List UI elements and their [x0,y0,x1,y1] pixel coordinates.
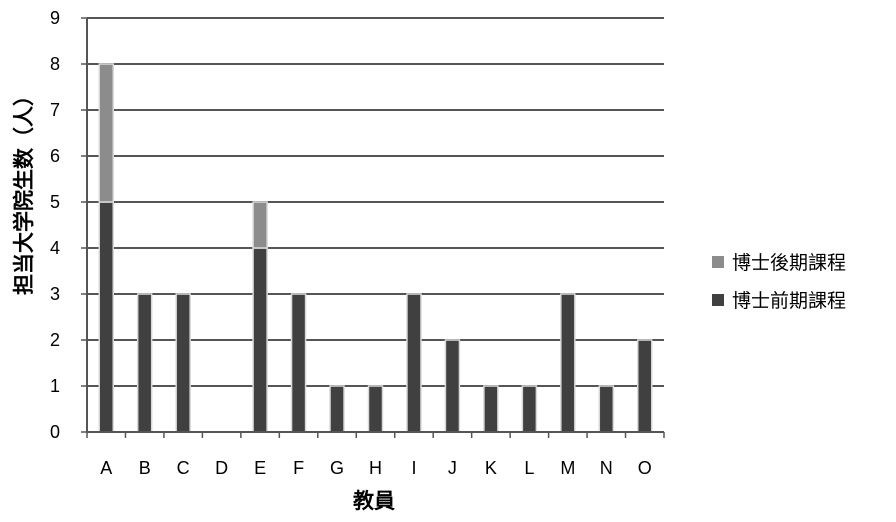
bar-segment [406,293,422,433]
bar-segment [136,293,153,433]
x-tick-label: E [254,458,266,478]
x-tick-label: B [139,458,151,478]
y-tick-label: 5 [50,192,60,212]
legend-swatch [712,294,724,306]
y-tick-label: 2 [50,330,60,350]
x-tick-label: C [177,458,190,478]
x-tick-label: A [100,458,112,478]
axes [81,17,665,438]
x-tick-label: M [560,458,575,478]
x-tick-label: D [215,458,228,478]
x-tick-label: F [293,458,304,478]
bar-segment [444,339,461,433]
bar-segment [252,247,268,433]
bar-segment [483,385,499,433]
y-tick-label: 7 [50,100,60,120]
y-tick-label: 6 [50,146,60,166]
y-axis-title: 担当大学院生数（人） [12,85,36,295]
bar-segment [637,339,653,433]
bar-segment [175,293,191,433]
x-tick-label: H [369,458,382,478]
x-tick-label: J [448,458,457,478]
bar-segment [98,63,114,203]
y-tick-label: 1 [50,376,60,396]
y-tick-label: 9 [50,8,60,28]
legend-label: 博士後期課程 [732,252,846,274]
bar-segment [252,201,268,249]
gridlines [87,17,664,387]
bar-segment [98,201,114,433]
legend-swatch [712,256,724,268]
x-tick-label: N [600,458,613,478]
y-tick-labels: 0 1 2 3 4 5 6 7 8 9 [50,8,60,442]
legend-label: 博士前期課程 [732,290,846,312]
y-tick-label: 4 [50,238,60,258]
y-tick-label: 0 [50,422,60,442]
x-tick-label: O [638,458,652,478]
x-tick-labels: A B C D E F G H I J K L M N O [100,458,652,478]
bar-segment [598,385,615,433]
bar-segment [560,293,576,433]
y-tick-label: 3 [50,284,60,304]
bar-segment [367,385,384,433]
x-tick-label: K [485,458,497,478]
bar-segment [290,293,307,433]
bar-segment [329,385,345,433]
x-axis-title: 教員 [353,489,395,513]
x-tick-label: G [330,458,344,478]
bar-segment [521,385,538,433]
x-tick-label: L [524,458,534,478]
y-tick-label: 8 [50,54,60,74]
x-tick-label: I [411,458,416,478]
